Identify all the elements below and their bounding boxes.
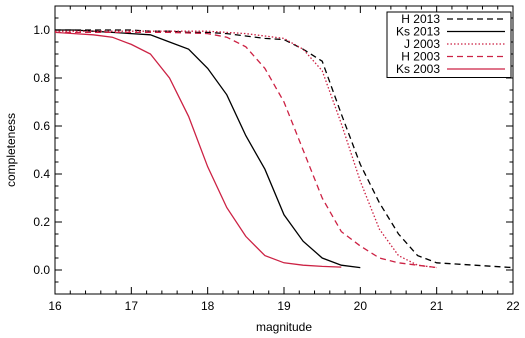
y-tick-label: 0.4 [33, 167, 50, 181]
legend-label: Ks 2013 [396, 25, 440, 39]
legend-label: H 2013 [401, 12, 440, 26]
y-tick-label: 0.6 [33, 119, 50, 133]
x-axis-label: magnitude [256, 320, 312, 334]
x-tick-labels: 16 17 18 19 20 21 22 [48, 299, 520, 313]
x-tick-label: 16 [48, 299, 62, 313]
x-tick-label: 18 [201, 299, 215, 313]
series-line-ks-2003 [54, 31, 342, 268]
x-tick-label: 19 [277, 299, 291, 313]
series-line-h-2013 [55, 29, 514, 269]
legend-label: Ks 2003 [396, 62, 440, 76]
series-line-ks-2013 [55, 29, 361, 269]
y-tick-label: 1.0 [33, 23, 50, 37]
x-tick-label: 22 [506, 299, 520, 313]
series-line-j-2003 [55, 30, 437, 269]
y-tick-label: 0.8 [33, 71, 50, 85]
y-tick-label: 0.0 [33, 263, 50, 277]
y-tick-labels: 0.0 0.2 0.4 0.6 0.8 1.0 [33, 23, 50, 277]
series-lines [54, 29, 514, 269]
x-tick-label: 20 [354, 299, 368, 313]
x-tick-label: 17 [125, 299, 139, 313]
y-axis-label: completeness [4, 113, 18, 187]
y-tick-label: 0.2 [33, 215, 50, 229]
x-tick-label: 21 [430, 299, 444, 313]
legend-label: H 2003 [401, 50, 440, 64]
legend-box [386, 11, 512, 78]
series-line-h-2003 [55, 31, 437, 269]
axis-ticks [54, 5, 514, 295]
legend-label: J 2003 [404, 37, 440, 51]
